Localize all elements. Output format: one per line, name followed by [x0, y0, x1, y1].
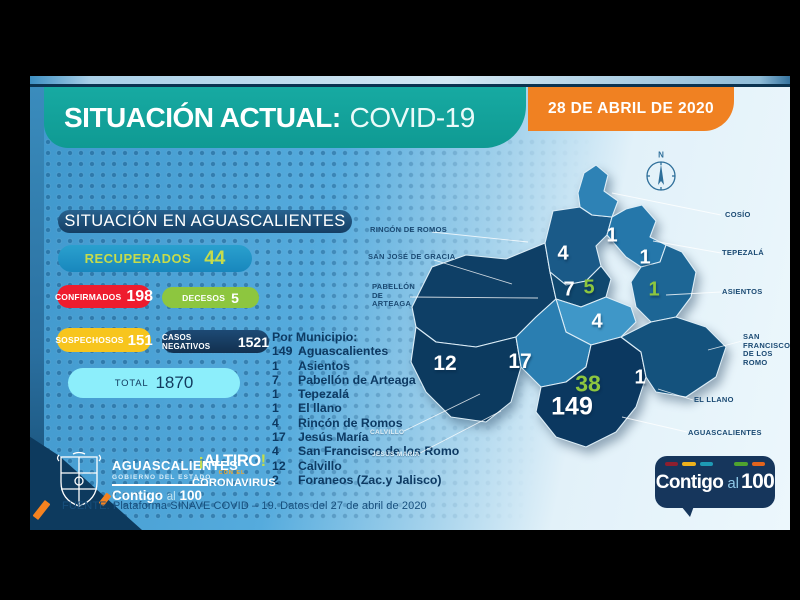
stat-value: 151 — [127, 331, 153, 349]
map-count-sanfrancisco: 4 — [591, 310, 603, 333]
government-logo: AGUASCALIENTES GOBIERNO DEL ESTADO Conti… — [112, 458, 239, 503]
badge-text: Contigo al 100 — [655, 469, 775, 493]
state-map: N 4 1 1 7 5 1 4 12 17 38 149 1 RINCÓN DE… — [360, 145, 790, 470]
list-item: 7 Pabellón de Arteaga — [272, 372, 416, 387]
map-count-pabellon: 7 — [563, 278, 575, 301]
map-label-tepezala: TEPEZALÁ — [722, 248, 764, 257]
title-banner: SITUACIÓN ACTUAL: COVID-19 — [44, 87, 526, 148]
badge-color-dashes — [665, 462, 765, 466]
compass-icon — [646, 161, 676, 191]
stat-value: 198 — [126, 287, 154, 305]
compass-north-label: N — [658, 150, 664, 160]
gov-logo-rule — [112, 484, 208, 486]
stat-sospechosos: SOSPECHOSOS 151 — [55, 328, 153, 352]
list-item: 12 Calvillo — [272, 458, 342, 473]
list-item: 4 Rincón de Romos — [272, 415, 403, 430]
stat-value: 1870 — [155, 373, 194, 392]
map-count-tepezala: 1 — [639, 246, 651, 269]
stat-confirmados: CONFIRMADOS 198 — [54, 285, 154, 308]
gov-logo-slogan: Contigo al 100 — [112, 487, 202, 503]
stat-recuperados: RECUPERADOS 44 — [58, 245, 252, 272]
list-item: 149 Aguascalientes — [272, 344, 389, 359]
gov-logo-state: AGUASCALIENTES — [112, 458, 239, 473]
stat-value: 1521 — [237, 333, 269, 350]
map-label-asientos: ASIENTOS — [722, 287, 763, 296]
stat-label: TOTAL — [114, 377, 149, 389]
section-title: SITUACIÓN EN AGUASCALIENTES — [64, 212, 346, 230]
stat-value: 44 — [204, 247, 226, 269]
stat-label: CASOS NEGATIVOS — [162, 332, 211, 351]
map-label-pabellon: PABELLÓN DE ARTEAGA — [372, 282, 416, 308]
stat-decesos: DECESOS 5 — [162, 287, 259, 308]
contigo-al-100-badge: Contigo al 100 — [655, 456, 775, 517]
stat-value: 5 — [231, 289, 239, 306]
stat-label: SOSPECHOSOS — [55, 335, 124, 345]
stat-total: TOTAL 1870 — [68, 368, 240, 398]
list-item: 1 El llano — [272, 401, 342, 416]
municipality-list-title: Por Municipio: — [272, 330, 358, 344]
list-item: 4 San Francisco de los Romo — [272, 444, 460, 459]
gov-logo-subtitle: GOBIERNO DEL ESTADO — [112, 474, 212, 481]
page-title-suffix: COVID-19 — [349, 101, 476, 133]
map-count-elllano: 1 — [634, 366, 646, 389]
infographic-canvas: SITUACIÓN ACTUAL: COVID-19 28 DE ABRIL D… — [30, 87, 790, 530]
altiro-subtitle: CON EL — [218, 469, 246, 476]
map-count-rincon: 4 — [557, 242, 569, 265]
coat-of-arms-icon — [56, 452, 102, 507]
list-item: 2 Foraneos (Zac.y Jalisco) — [272, 472, 442, 487]
municipality-shapes — [410, 164, 727, 448]
map-label-calvillo: CALVILLO — [370, 429, 405, 436]
infographic-frame: SITUACIÓN ACTUAL: COVID-19 28 DE ABRIL D… — [30, 76, 790, 530]
map-label-cosio: COSÍO — [725, 210, 751, 219]
list-item: 1 Asientos — [272, 358, 350, 373]
map-label-aguascalientes: AGUASCALIENTES — [688, 428, 762, 437]
source-text: FUENTE. Plataforma SINAVE COVID – 19. Da… — [62, 500, 427, 512]
section-title-pill: SITUACIÓN EN AGUASCALIENTES — [58, 210, 352, 233]
map-recovered-aguascalientes: 38 — [575, 370, 601, 397]
map-svg — [403, 161, 743, 454]
map-count-jesusmaria: 17 — [508, 350, 532, 373]
map-label-sanfrancisco: SAN FRANCISCO DE LOS ROMO — [743, 332, 790, 367]
stat-label: RECUPERADOS — [84, 251, 192, 266]
date-badge: 28 DE ABRIL DE 2020 — [528, 87, 734, 131]
map-count-cosio-area: 1 — [606, 224, 618, 247]
map-label-sanjose: SAN JOSÉ DE GRACIA — [368, 252, 456, 261]
stat-label: CONFIRMADOS — [54, 291, 122, 302]
map-label-jesusmaria: JESÚS MARÍA — [372, 451, 420, 458]
altiro-coronavirus: CORONAVIRUS — [192, 477, 276, 489]
altiro-coronavirus-logo: ¡ALTIRO! CON EL CORONAVIRUS — [192, 452, 276, 489]
map-count-aguascalientes: 149 — [551, 392, 593, 421]
top-strip — [30, 76, 790, 84]
municipality-list: Por Municipio: 149 Aguascalientes 1 Asient… — [272, 330, 490, 487]
list-item: 17 Jesús María — [272, 430, 369, 445]
page-title: SITUACIÓN ACTUAL: — [64, 101, 341, 133]
map-label-rincon: RINCÓN DE ROMOS — [370, 225, 448, 234]
navy-divider — [30, 84, 790, 87]
list-item: 1 Tepezalá — [272, 387, 350, 402]
left-edge-strip — [30, 87, 44, 530]
stat-casos-negativos: CASOS NEGATIVOS 1521 — [162, 330, 269, 353]
map-recovered-pabellon: 5 — [583, 276, 595, 299]
altiro-title: ¡ALTIRO! — [198, 452, 266, 470]
map-label-elllano: EL LLANO — [694, 395, 734, 404]
leader-lines — [403, 192, 743, 454]
stat-label: DECESOS — [182, 292, 226, 303]
map-recovered-asientos: 1 — [648, 278, 660, 301]
map-count-calvillo: 12 — [433, 352, 457, 375]
